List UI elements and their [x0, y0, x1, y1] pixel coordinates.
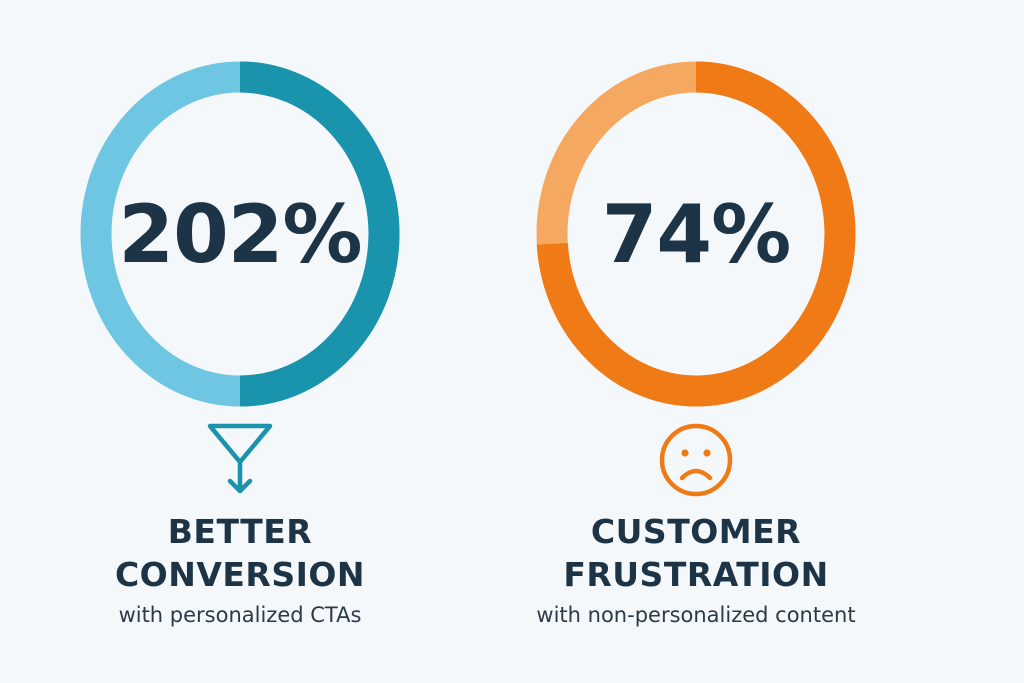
stat-value: 74% [601, 187, 791, 281]
sad-face-icon [656, 420, 736, 500]
stat-better-conversion: 202% BETTER CONVERSION with personalized… [30, 0, 450, 683]
headline-line2: FRUSTRATION [563, 555, 829, 594]
ring-svg [536, 61, 856, 407]
ring-arc [536, 61, 856, 407]
progress-ring: 74% [532, 58, 860, 410]
stat-headline: CUSTOMER FRUSTRATION [486, 510, 906, 596]
ring-arc [239, 61, 400, 407]
progress-ring: 202% [76, 58, 404, 410]
stat-subtitle: with non-personalized content [536, 603, 856, 627]
stat-subtitle: with personalized CTAs [118, 603, 362, 627]
stat-customer-frustration: 74% CUSTOMER FRUSTRATION with non-person… [486, 0, 906, 683]
funnel-arrow-icon [200, 420, 280, 500]
stat-value: 202% [118, 187, 362, 281]
headline-line1: CUSTOMER [590, 512, 802, 551]
headline-line1: BETTER [167, 512, 313, 551]
ring-svg [80, 61, 400, 407]
stat-headline: BETTER CONVERSION [30, 510, 450, 596]
headline-line2: CONVERSION [114, 555, 366, 594]
